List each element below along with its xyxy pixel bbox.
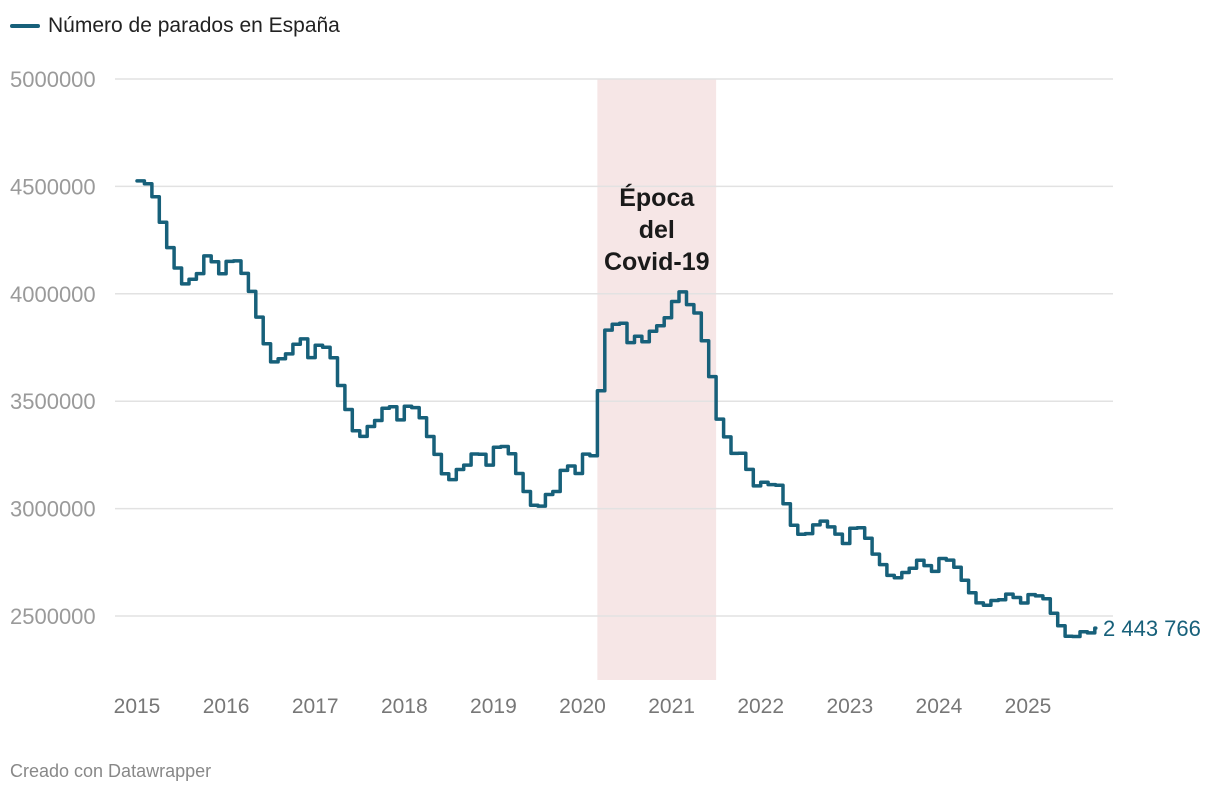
legend: Número de parados en España [10, 14, 340, 38]
legend-swatch [10, 24, 40, 28]
x-tick-label: 2018 [381, 695, 428, 718]
band-annotation: Covid-19 [604, 248, 710, 276]
y-tick-label: 3000000 [10, 497, 96, 522]
x-tick-label: 2016 [203, 695, 250, 718]
footer-credit: Creado con Datawrapper [10, 761, 212, 781]
band-annotation: Época [619, 183, 695, 212]
legend-label: Número de parados en España [48, 14, 340, 37]
y-tick-label: 4000000 [10, 282, 96, 307]
end-value-label: 2 443 766 [1103, 616, 1201, 641]
x-tick-label: 2020 [559, 695, 606, 718]
unemployment-line [135, 179, 1098, 639]
x-tick-label: 2019 [470, 695, 517, 718]
y-tick-label: 3500000 [10, 389, 96, 414]
y-tick-label: 2500000 [10, 604, 96, 629]
x-tick-label: 2025 [1005, 695, 1052, 718]
x-tick-label: 2015 [114, 695, 161, 718]
x-tick-label: 2017 [292, 695, 339, 718]
band-annotation: del [639, 216, 675, 244]
y-tick-label: 5000000 [10, 67, 96, 92]
x-tick-label: 2021 [648, 695, 695, 718]
y-tick-label: 4500000 [10, 174, 96, 199]
x-tick-label: 2023 [826, 695, 873, 718]
x-tick-label: 2024 [916, 695, 963, 718]
x-tick-label: 2022 [737, 695, 784, 718]
covid-band [597, 79, 717, 680]
